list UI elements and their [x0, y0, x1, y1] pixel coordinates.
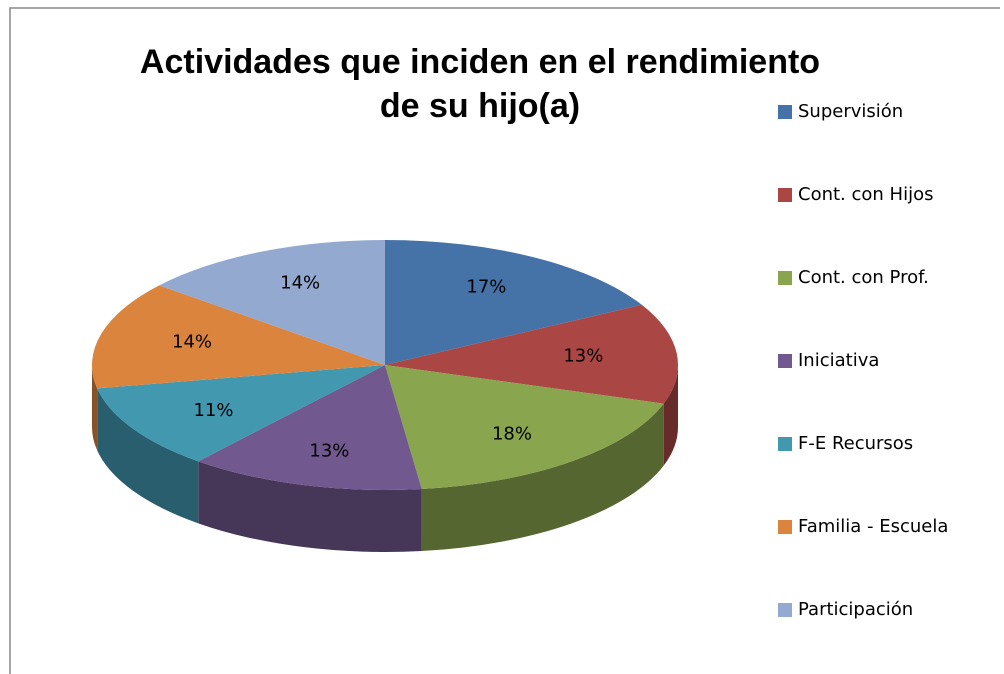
- data-label: 14%: [280, 273, 320, 294]
- slice: [91, 285, 385, 389]
- legend-label: Familia - Escuela: [798, 516, 948, 537]
- chart-frame: [9, 7, 1000, 674]
- legend-label: Participación: [798, 599, 913, 620]
- slice: [385, 365, 664, 490]
- legend-label: Iniciativa: [798, 350, 879, 371]
- legend-label: Cont. con Hijos: [798, 184, 933, 205]
- data-label: 13%: [563, 346, 603, 367]
- slice-side: [92, 365, 98, 451]
- data-label: 13%: [309, 440, 349, 461]
- legend-swatch: [778, 437, 792, 451]
- slice-side: [97, 388, 199, 524]
- legend-label: Supervisión: [798, 101, 903, 122]
- slice: [385, 240, 642, 365]
- data-label: 17%: [466, 277, 506, 298]
- slice: [97, 365, 386, 462]
- legend-swatch: [778, 354, 792, 368]
- chart-title: Actividades que inciden en el rendimient…: [139, 43, 821, 125]
- data-label: 18%: [492, 423, 532, 444]
- legend-swatch: [778, 188, 792, 202]
- legend-label: F-E Recursos: [798, 433, 913, 454]
- legend-swatch: [778, 105, 792, 119]
- legend-swatch: [778, 603, 792, 617]
- slice: [159, 240, 385, 365]
- data-label: 11%: [193, 400, 233, 421]
- slice-side: [663, 365, 678, 466]
- slice-side: [198, 461, 422, 552]
- data-label: 14%: [172, 332, 212, 353]
- slice-side: [421, 403, 664, 552]
- slice: [385, 304, 678, 404]
- slice: [198, 365, 422, 490]
- legend-swatch: [778, 271, 792, 285]
- legend-label: Cont. con Prof.: [798, 267, 929, 288]
- legend-swatch: [778, 520, 792, 534]
